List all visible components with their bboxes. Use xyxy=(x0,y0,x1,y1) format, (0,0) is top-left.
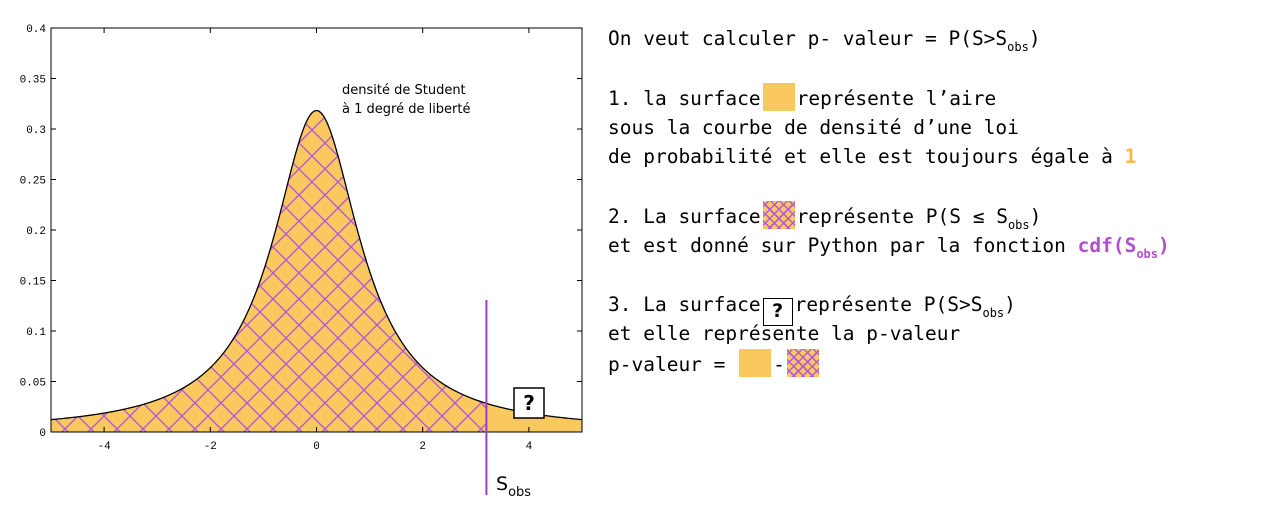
point-3-line-2: et elle représente la p-valeur xyxy=(608,322,961,345)
x-tick-label: -2 xyxy=(204,441,217,453)
y-tick-label: 0.4 xyxy=(26,24,46,36)
explanation-panel: On veut calculer p- valeur = P(S>Sobs) 1… xyxy=(608,24,1263,378)
y-tick-label: 0.2 xyxy=(26,226,46,238)
svg-text:?: ? xyxy=(523,391,535,415)
p-value-formula: p-valeur = - xyxy=(608,348,1263,379)
full-area-swatch xyxy=(762,83,795,111)
point-1-line-3: de probabilité et elle est toujours égal… xyxy=(608,145,1137,168)
y-tick-label: 0.35 xyxy=(20,75,46,87)
y-tick-label: 0.1 xyxy=(26,327,46,339)
question-box: ? xyxy=(513,387,545,419)
point-2-line-1: 2. La surface représente P(S ≤ Sobs) xyxy=(608,201,1263,232)
y-tick-label: 0.05 xyxy=(20,378,46,390)
y-tick-label: 0.25 xyxy=(20,176,46,188)
formula-full-swatch xyxy=(739,348,772,377)
point-1-line-1: 1. la surface représente l’aire xyxy=(608,83,1263,113)
x-tick-label: 2 xyxy=(419,441,426,453)
y-tick-label: 0 xyxy=(39,428,46,440)
goal-line: On veut calculer p- valeur = P(S>Sobs) xyxy=(608,27,1041,54)
point-3-line-1: 3. La surface? représente P(S>Sobs) xyxy=(608,290,1263,326)
y-tick-label: 0.15 xyxy=(20,277,46,289)
y-tick-label: 0.3 xyxy=(26,125,46,137)
hatched-area-swatch xyxy=(762,201,795,229)
point-1-line-2: sous la courbe de densité d’une loi xyxy=(608,115,1019,139)
x-tick-label: 0 xyxy=(313,441,320,453)
annotation-line-2: à 1 degré de liberté xyxy=(342,102,471,117)
student-density-chart: -4 -2 0 2 4 0 0.05 0.1 0.15 0.2 0.25 0.3 0.35 0.4 den… xyxy=(20,24,583,500)
x-tick-label: 4 xyxy=(526,441,533,453)
s-obs-label: Sobs xyxy=(496,473,531,500)
formula-hatched-swatch xyxy=(786,348,819,377)
annotation-line-1: densité de Student xyxy=(342,83,466,98)
x-tick-label: -4 xyxy=(97,441,111,453)
point-2-line-2: et est donné sur Python par la fonction … xyxy=(608,233,1170,261)
cdf-hatched-area xyxy=(51,110,487,432)
question-swatch: ? xyxy=(762,297,793,326)
density-curve xyxy=(51,109,582,421)
